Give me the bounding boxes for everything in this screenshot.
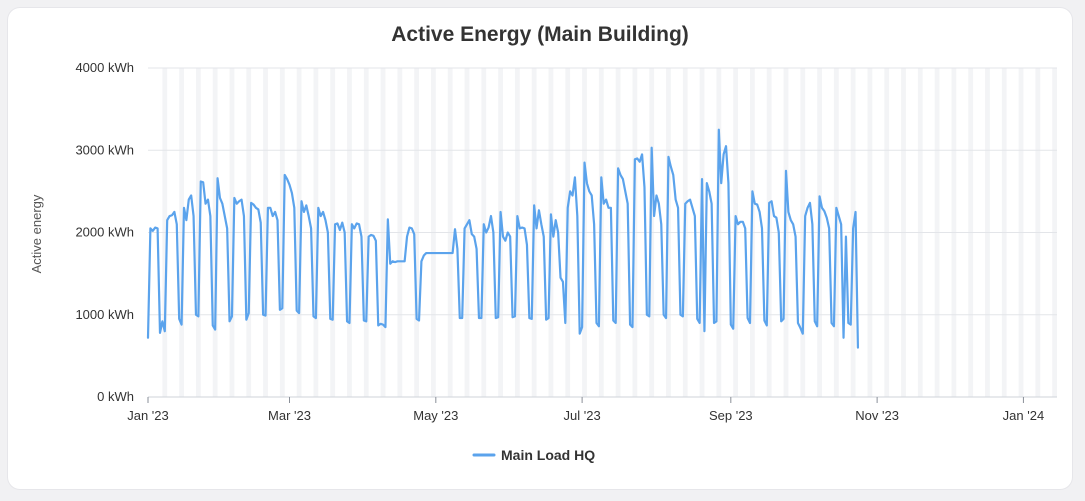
- chart-title: Active Energy (Main Building): [391, 23, 689, 46]
- x-axis: Jan '23 Mar '23 May '23 Jul '23 Sep '23 Nov '…: [127, 397, 1044, 423]
- y-tick-label: 2000 kWh: [75, 225, 134, 240]
- y-tick-label: 3000 kWh: [75, 142, 134, 157]
- legend-label[interactable]: Main Load HQ: [501, 447, 595, 463]
- y-axis-label: Active energy: [29, 194, 44, 273]
- y-tick-label: 1000 kWh: [75, 307, 134, 322]
- x-tick-label: Nov '23: [855, 408, 899, 423]
- chart-card: Active Energy (Main Building) 0 kWh 1000 …: [8, 8, 1072, 489]
- legend[interactable]: Main Load HQ: [472, 447, 595, 463]
- series-line: [146, 128, 860, 349]
- x-tick-label: Jan '24: [1003, 408, 1045, 423]
- line-chart: Active Energy (Main Building) 0 kWh 1000 …: [29, 23, 1057, 463]
- series-layer: [146, 128, 860, 349]
- y-gridlines: [148, 67, 1057, 398]
- x-tick-label: Mar '23: [268, 408, 311, 423]
- y-tick-label: 4000 kWh: [75, 60, 134, 75]
- x-tick-label: May '23: [413, 408, 458, 423]
- y-tick-label: 0 kWh: [97, 389, 134, 404]
- x-tick-label: Sep '23: [709, 408, 753, 423]
- x-tick-label: Jul '23: [564, 408, 601, 423]
- x-tick-label: Jan '23: [127, 408, 169, 423]
- y-axis-ticks: 0 kWh 1000 kWh 2000 kWh 3000 kWh 4000 kWh: [75, 60, 134, 404]
